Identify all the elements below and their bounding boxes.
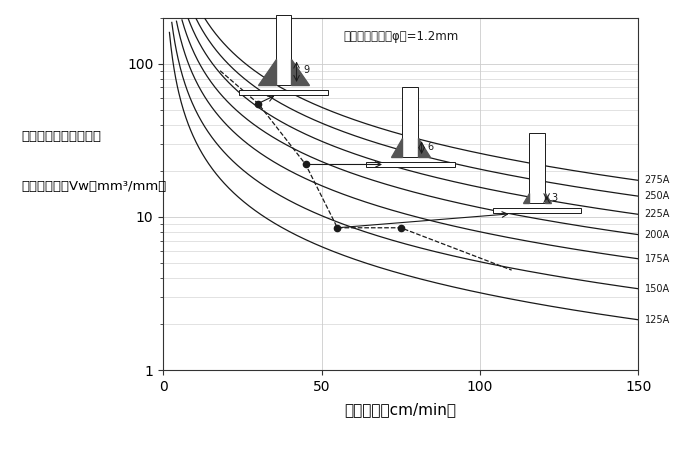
Text: 3: 3 xyxy=(551,193,557,203)
Text: 溶接ワイヤ径（φ）=1.2mm: 溶接ワイヤ径（φ）=1.2mm xyxy=(344,30,459,43)
Text: 溶着金属量：Vw（mm³/mm）: 溶着金属量：Vw（mm³/mm） xyxy=(21,180,167,193)
Polygon shape xyxy=(524,193,529,203)
Polygon shape xyxy=(545,193,551,203)
Bar xyxy=(493,208,582,213)
X-axis label: 溶接速度（cm/min）: 溶接速度（cm/min） xyxy=(344,402,456,417)
Text: 275A: 275A xyxy=(645,175,670,185)
Text: 175A: 175A xyxy=(645,254,670,264)
Text: 単位溶接長さ当たりの: 単位溶接長さ当たりの xyxy=(21,130,101,143)
Text: 225A: 225A xyxy=(645,209,670,219)
Polygon shape xyxy=(391,138,402,157)
Text: 200A: 200A xyxy=(645,230,670,240)
Polygon shape xyxy=(291,59,309,85)
Text: 6: 6 xyxy=(427,142,433,152)
Text: 150A: 150A xyxy=(645,284,670,294)
Bar xyxy=(276,15,291,85)
Text: 250A: 250A xyxy=(645,191,670,201)
Bar xyxy=(402,87,418,157)
Bar xyxy=(239,90,328,95)
Text: 125A: 125A xyxy=(645,315,670,325)
Text: 9: 9 xyxy=(303,66,309,76)
Bar xyxy=(529,133,545,203)
Polygon shape xyxy=(258,59,276,85)
Polygon shape xyxy=(418,138,430,157)
Bar xyxy=(366,162,454,167)
